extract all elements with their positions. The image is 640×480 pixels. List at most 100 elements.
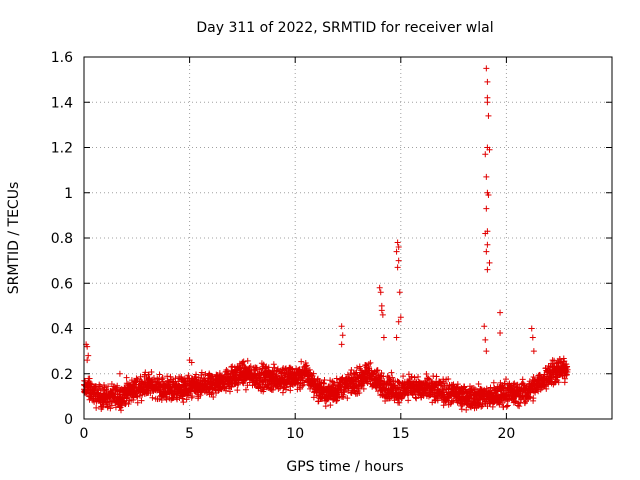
data-point [344,395,351,402]
data-point [149,394,156,401]
data-point [154,375,161,382]
data-point [379,311,386,318]
data-point [320,380,327,387]
data-point [377,289,384,296]
data-point [490,379,497,386]
data-point [486,146,493,153]
data-point [145,371,152,378]
data-point [483,65,490,72]
data-point [198,369,205,376]
data-point [411,374,418,381]
data-point [486,259,493,266]
data-point [463,406,470,413]
data-point [502,376,509,383]
data-point [367,359,374,366]
data-point [376,284,383,291]
data-point [519,392,526,399]
data-point [306,366,313,373]
data-point [450,398,457,405]
data-point [516,403,523,410]
data-point [175,378,182,385]
data-point [497,309,504,316]
data-point [538,385,545,392]
data-points [81,65,571,414]
data-point [470,385,477,392]
data-point [564,363,571,370]
data-point [380,334,387,341]
data-point [423,371,430,378]
data-point [311,377,318,384]
axis-ticks: 0 5 10 15 20 0 0.2 0.4 0.6 0.8 1 1.2 1.4 1.6 [51,50,612,442]
data-point [484,241,491,248]
data-point [270,386,277,393]
data-point [458,406,465,413]
data-point [395,318,402,325]
data-point [529,334,536,341]
data-point [104,404,111,411]
data-point [297,386,304,392]
data-point [484,99,491,106]
data-point [378,307,385,314]
data-point [253,364,260,371]
data-point [497,330,504,337]
data-point [484,78,491,85]
x-tick-label: 10 [286,426,304,442]
data-point [84,357,91,364]
data-point [530,374,537,381]
data-point [503,403,510,410]
data-point [483,173,490,180]
data-point [405,397,412,404]
data-point [189,393,196,400]
data-point [133,393,140,400]
data-point [234,381,241,388]
data-point [137,373,144,380]
y-axis-label: SRMTID / TECUs [6,182,22,295]
data-point [134,399,141,406]
data-point [138,378,145,385]
y-tick-label: 0.4 [51,322,73,338]
data-point [322,403,329,410]
data-point [485,112,492,119]
data-point [93,404,100,411]
data-point [461,383,468,390]
data-point [185,372,192,379]
data-point [107,405,114,412]
data-point [148,369,155,376]
data-point [125,401,132,408]
data-point [512,398,519,405]
data-point [396,289,403,296]
data-point [253,365,260,372]
data-point [108,402,115,409]
data-point [530,395,537,402]
data-point [560,355,567,362]
data-point [142,369,149,376]
data-point [475,380,482,387]
data-point [147,390,154,397]
data-point [247,363,254,370]
data-point [156,371,163,378]
y-tick-label: 0.2 [51,367,73,383]
data-point [393,248,400,255]
data-point [395,244,402,251]
data-point [353,364,360,371]
data-point [378,369,385,376]
data-point [348,367,355,374]
data-point [389,374,396,381]
data-point [180,399,187,406]
x-tick-label: 0 [80,426,89,442]
data-point [114,382,121,389]
data-point [394,239,401,246]
data-point [242,386,249,393]
x-axis-label: GPS time / hours [286,459,403,475]
y-tick-label: 1.6 [51,50,73,66]
data-point [303,362,310,369]
data-point [413,395,420,402]
data-point [353,369,360,376]
data-point [433,373,440,380]
data-point [412,394,419,401]
data-point [520,381,527,388]
x-tick-label: 20 [497,426,515,442]
data-point [483,348,490,355]
data-point [393,334,400,341]
data-point [445,376,452,383]
